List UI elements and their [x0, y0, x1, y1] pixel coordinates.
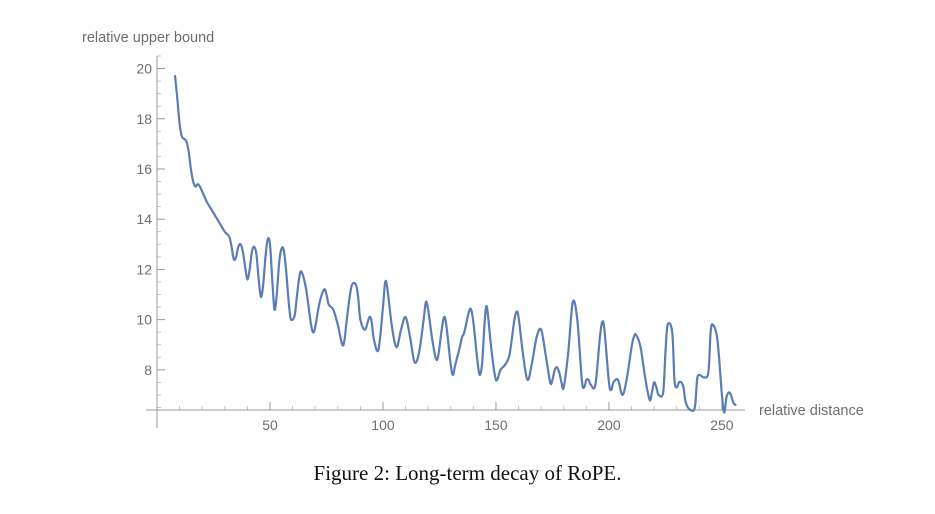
- x-axis-ticks: 50 100 150 200 250: [156, 402, 734, 433]
- x-tick-label: 150: [484, 417, 508, 433]
- y-tick-label: 8: [144, 362, 152, 378]
- x-axis-title: relative distance: [759, 403, 864, 419]
- y-tick-label: 18: [136, 111, 152, 127]
- y-tick-label: 10: [136, 312, 152, 328]
- y-axis-minor-ticks: [157, 55, 161, 408]
- x-axis-minor-ticks: [179, 406, 700, 410]
- x-tick-label: 250: [710, 417, 734, 433]
- y-tick-label: 20: [136, 61, 152, 77]
- y-tick-label: 12: [136, 261, 152, 277]
- figure-caption: Figure 2: Long-term decay of RoPE.: [313, 461, 622, 485]
- y-tick-label: 16: [136, 161, 152, 177]
- x-tick-label: 50: [262, 417, 278, 433]
- series-line: [173, 74, 737, 414]
- x-tick-label: 100: [371, 417, 395, 433]
- y-tick-label: 14: [136, 211, 152, 227]
- y-axis-ticks: 8 10 12 14 16 18 20: [136, 61, 165, 378]
- x-tick-label: 200: [597, 417, 621, 433]
- y-axis-title: relative upper bound: [82, 30, 214, 46]
